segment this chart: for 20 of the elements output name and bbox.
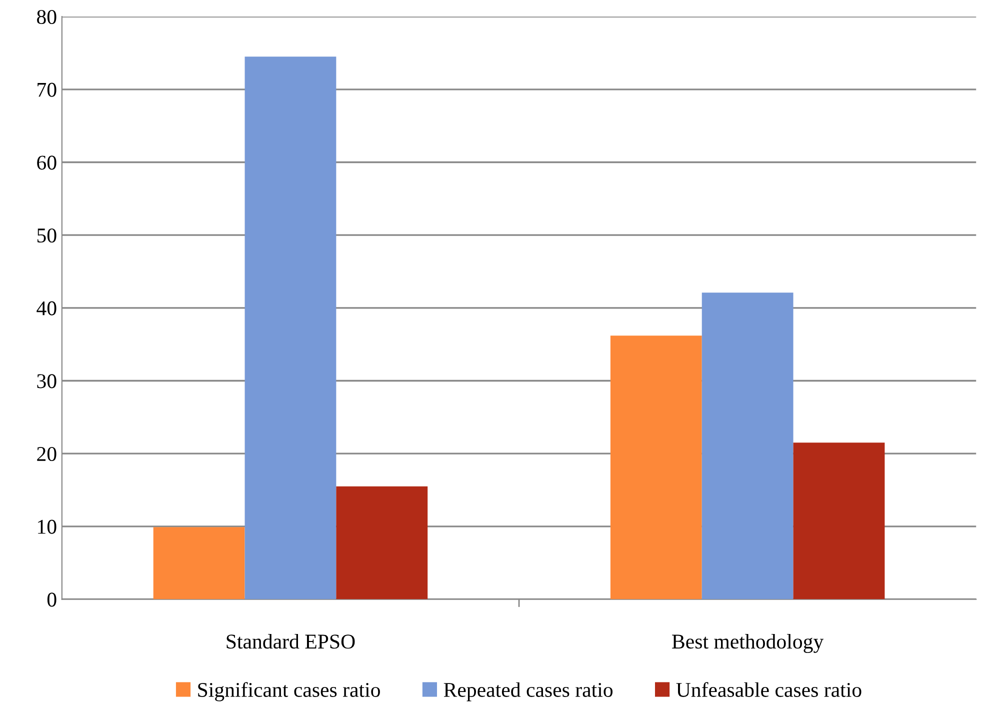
bar xyxy=(153,527,245,600)
y-tick-label: 30 xyxy=(37,374,56,388)
y-tick-label: 20 xyxy=(37,446,56,462)
bar xyxy=(610,336,702,600)
y-tick-label: 50 xyxy=(37,228,56,243)
legend-label: Repeated cases ratio xyxy=(444,682,613,702)
y-tick-label: 10 xyxy=(38,520,56,534)
y-tick-label: 60 xyxy=(37,156,56,170)
legend-label: Significant cases ratio xyxy=(198,682,380,702)
y-tick-label: 80 xyxy=(37,10,56,24)
legend-label: Unfeasable cases ratio xyxy=(676,682,862,697)
bar xyxy=(244,56,336,600)
bar xyxy=(702,292,794,600)
x-tick-label: Standard EPSO xyxy=(226,634,355,649)
bar xyxy=(336,486,428,600)
y-tick-label: 70 xyxy=(38,82,56,97)
y-tick-label: 0 xyxy=(47,592,56,607)
bar xyxy=(793,442,885,600)
y-tick-label: 40 xyxy=(36,301,56,316)
x-tick-label: Best methodology xyxy=(672,634,824,653)
